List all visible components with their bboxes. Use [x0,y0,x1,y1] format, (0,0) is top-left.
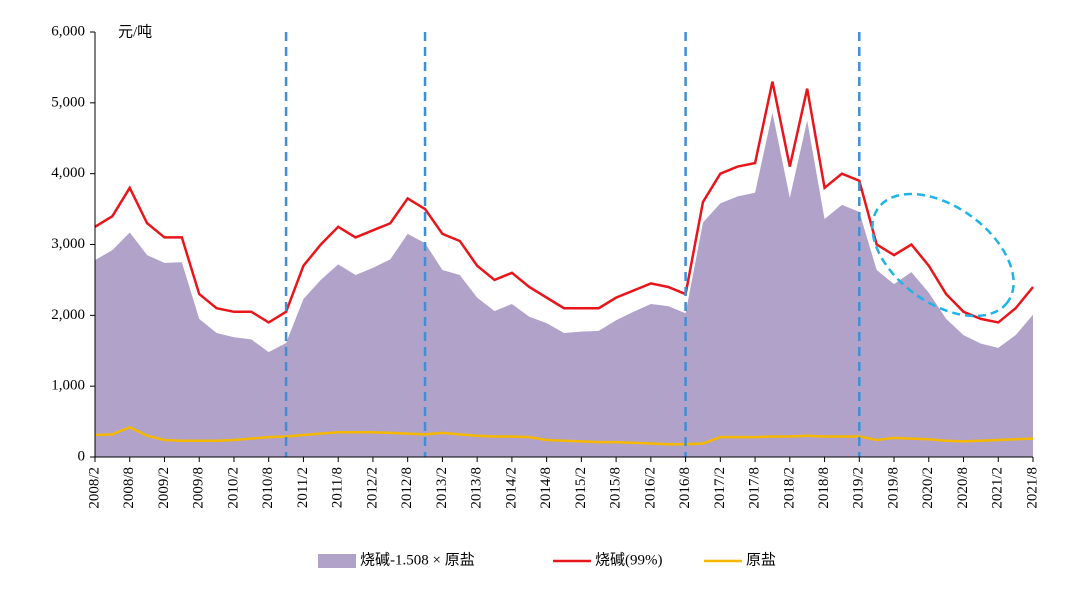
legend-label: 烧碱(99%) [595,551,663,568]
x-tick-label: 2010/8 [260,467,276,509]
x-tick-label: 2020/2 [920,467,936,509]
x-tick-label: 2009/8 [191,467,207,509]
x-tick-label: 2021/2 [990,467,1006,509]
x-tick-label: 2012/2 [364,467,380,509]
line [94,81,1034,324]
x-tick-label: 2013/8 [469,467,485,509]
y-tick-label: 6,000 [51,23,85,39]
y-tick-label: 4,000 [51,165,85,181]
y-tick-label: 1,000 [51,378,85,394]
legend-label: 烧碱-1.508 × 原盐 [360,551,475,568]
line [94,425,1034,446]
x-tick-label: 2011/8 [330,467,346,508]
x-tick-label: 2018/2 [781,467,797,509]
x-tick-label: 2016/8 [677,467,693,509]
x-tick-label: 2015/8 [608,467,624,509]
x-tick-label: 2011/2 [295,467,311,508]
y-tick-label: 5,000 [51,94,85,110]
x-tick-label: 2010/2 [225,467,241,509]
highlight-ellipse [871,192,1015,318]
x-tick-label: 2017/2 [712,467,728,509]
x-tick-label: 2019/2 [851,467,867,509]
y-axis-unit: 元/吨 [118,23,152,40]
x-tick-label: 2014/8 [538,467,554,509]
x-tick-label: 2014/2 [503,467,519,509]
x-tick-label: 2008/8 [121,467,137,509]
y-tick-label: 0 [78,448,86,464]
x-tick-label: 2009/2 [156,467,172,509]
x-tick-label: 2015/2 [573,467,589,509]
x-tick-label: 2012/8 [399,467,415,509]
x-tick-label: 2018/8 [816,467,832,509]
legend-swatch [318,554,356,568]
area [95,112,1033,457]
x-tick-label: 2020/8 [955,467,971,509]
y-tick-label: 3,000 [51,236,85,252]
x-tick-label: 2017/8 [747,467,763,509]
x-tick-label: 2021/8 [1024,467,1040,509]
x-tick-label: 2019/8 [885,467,901,509]
y-tick-label: 2,000 [51,307,85,323]
x-tick-label: 2013/2 [434,467,450,509]
x-tick-label: 2008/2 [86,467,102,509]
x-tick-label: 2016/2 [642,467,658,509]
legend-label: 原盐 [746,551,776,568]
